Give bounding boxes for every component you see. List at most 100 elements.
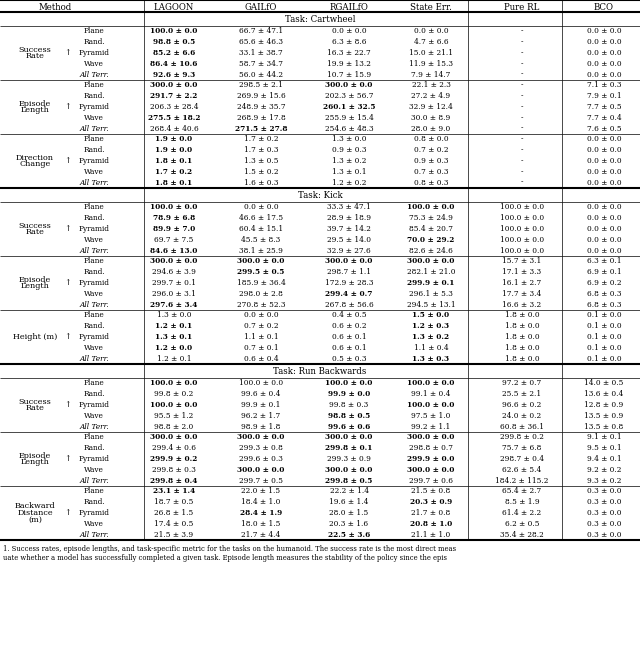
Text: -: - (521, 81, 524, 89)
Text: 0.3 ± 0.0: 0.3 ± 0.0 (587, 509, 621, 517)
Text: Wave: Wave (84, 168, 104, 176)
Text: RGAILfO: RGAILfO (330, 3, 369, 11)
Text: 1.7 ± 0.2: 1.7 ± 0.2 (244, 135, 278, 143)
Text: Wave: Wave (84, 412, 104, 420)
Text: 1.5 ± 0.0: 1.5 ± 0.0 (412, 312, 449, 320)
Text: 299.8 ± 0.4: 299.8 ± 0.4 (150, 476, 198, 484)
Text: 298.0 ± 2.8: 298.0 ± 2.8 (239, 290, 283, 297)
Text: 21.5 ± 3.9: 21.5 ± 3.9 (154, 531, 193, 539)
Text: 65.4 ± 2.7: 65.4 ± 2.7 (502, 487, 541, 495)
Text: 16.3 ± 22.7: 16.3 ± 22.7 (327, 49, 371, 57)
Text: 0.3 ± 0.0: 0.3 ± 0.0 (587, 520, 621, 528)
Text: 1.1 ± 0.1: 1.1 ± 0.1 (244, 333, 278, 341)
Text: 98.8 ± 2.0: 98.8 ± 2.0 (154, 423, 194, 431)
Text: 0.1 ± 0.0: 0.1 ± 0.0 (587, 344, 621, 352)
Text: 1.3 ± 0.1: 1.3 ± 0.1 (156, 333, 193, 341)
Text: 15.0 ± 21.1: 15.0 ± 21.1 (409, 49, 453, 57)
Text: 22.1 ± 2.3: 22.1 ± 2.3 (412, 81, 451, 89)
Text: Direction: Direction (16, 153, 54, 161)
Text: Rand.: Rand. (83, 390, 105, 398)
Text: Pyramid: Pyramid (79, 49, 109, 57)
Text: 9.4 ± 0.1: 9.4 ± 0.1 (587, 455, 621, 463)
Text: 299.8 ± 0.3: 299.8 ± 0.3 (152, 466, 196, 474)
Text: 300.0 ± 0.0: 300.0 ± 0.0 (237, 257, 285, 265)
Text: 33.3 ± 47.1: 33.3 ± 47.1 (327, 204, 371, 212)
Text: 85.2 ± 6.6: 85.2 ± 6.6 (153, 49, 195, 57)
Text: -: - (521, 38, 524, 46)
Text: 0.7 ± 0.2: 0.7 ± 0.2 (413, 146, 448, 154)
Text: 275.5 ± 18.2: 275.5 ± 18.2 (148, 114, 200, 122)
Text: 0.6 ± 0.4: 0.6 ± 0.4 (244, 354, 278, 362)
Text: -: - (521, 146, 524, 154)
Text: 294.6 ± 3.9: 294.6 ± 3.9 (152, 268, 196, 276)
Text: -: - (521, 157, 524, 165)
Text: 0.0 ± 0.0: 0.0 ± 0.0 (587, 38, 621, 46)
Text: 299.9 ± 0.1: 299.9 ± 0.1 (407, 279, 454, 287)
Text: All Terr.: All Terr. (79, 125, 109, 133)
Text: Length: Length (20, 107, 49, 115)
Text: 297.6 ± 3.4: 297.6 ± 3.4 (150, 301, 198, 309)
Text: 100.0 ± 0.0: 100.0 ± 0.0 (500, 214, 544, 222)
Text: 0.0 ± 0.0: 0.0 ± 0.0 (587, 179, 621, 187)
Text: 299.8 ± 0.2: 299.8 ± 0.2 (500, 433, 544, 442)
Text: 267.8 ± 56.6: 267.8 ± 56.6 (324, 301, 373, 309)
Text: 300.0 ± 0.0: 300.0 ± 0.0 (325, 433, 372, 442)
Text: Rand.: Rand. (83, 268, 105, 276)
Text: ↑: ↑ (65, 157, 72, 165)
Text: 1.8 ± 0.1: 1.8 ± 0.1 (156, 157, 193, 165)
Text: 35.4 ± 28.2: 35.4 ± 28.2 (500, 531, 544, 539)
Text: 22.0 ± 1.5: 22.0 ± 1.5 (241, 487, 280, 495)
Text: 0.8 ± 0.3: 0.8 ± 0.3 (413, 179, 448, 187)
Text: Plane: Plane (84, 27, 104, 36)
Text: 0.6 ± 0.1: 0.6 ± 0.1 (332, 333, 366, 341)
Text: 1.7 ± 0.3: 1.7 ± 0.3 (244, 146, 278, 154)
Text: Pyramid: Pyramid (79, 333, 109, 341)
Text: 65.6 ± 46.3: 65.6 ± 46.3 (239, 38, 283, 46)
Text: 100.0 ± 0.0: 100.0 ± 0.0 (407, 379, 454, 387)
Text: 10.7 ± 15.9: 10.7 ± 15.9 (327, 70, 371, 78)
Text: Pyramid: Pyramid (79, 103, 109, 111)
Text: -: - (521, 92, 524, 100)
Text: 28.0 ± 1.5: 28.0 ± 1.5 (330, 509, 369, 517)
Text: 1.9 ± 0.0: 1.9 ± 0.0 (156, 146, 193, 154)
Text: 32.9 ± 12.4: 32.9 ± 12.4 (409, 103, 453, 111)
Text: 1.3 ± 0.1: 1.3 ± 0.1 (332, 168, 366, 176)
Text: 270.8 ± 52.3: 270.8 ± 52.3 (237, 301, 285, 309)
Text: Rand.: Rand. (83, 92, 105, 100)
Text: 99.2 ± 1.1: 99.2 ± 1.1 (412, 423, 451, 431)
Text: 299.7 ± 0.5: 299.7 ± 0.5 (239, 476, 283, 484)
Text: 299.7 ± 0.1: 299.7 ± 0.1 (152, 279, 196, 287)
Text: 294.5 ± 13.1: 294.5 ± 13.1 (406, 301, 455, 309)
Text: -: - (521, 70, 524, 78)
Text: 0.7 ± 0.1: 0.7 ± 0.1 (244, 344, 278, 352)
Text: 9.1 ± 0.1: 9.1 ± 0.1 (587, 433, 621, 442)
Text: 185.9 ± 36.4: 185.9 ± 36.4 (237, 279, 285, 287)
Text: 0.7 ± 0.3: 0.7 ± 0.3 (413, 168, 448, 176)
Text: Method: Method (38, 3, 72, 11)
Text: -: - (521, 179, 524, 187)
Text: 300.0 ± 0.0: 300.0 ± 0.0 (407, 257, 454, 265)
Text: Rate: Rate (26, 404, 44, 412)
Text: 300.0 ± 0.0: 300.0 ± 0.0 (325, 466, 372, 474)
Text: 97.2 ± 0.7: 97.2 ± 0.7 (502, 379, 541, 387)
Text: 1.3 ± 0.2: 1.3 ± 0.2 (332, 157, 366, 165)
Text: 24.0 ± 0.2: 24.0 ± 0.2 (502, 412, 541, 420)
Text: 298.7 ± 0.4: 298.7 ± 0.4 (500, 455, 544, 463)
Text: 0.0 ± 0.0: 0.0 ± 0.0 (587, 60, 621, 68)
Text: uate whether a model has successfully completed a given task. Episode length mea: uate whether a model has successfully co… (3, 553, 447, 561)
Text: 23.1 ± 1.4: 23.1 ± 1.4 (153, 487, 195, 495)
Text: 7.9 ± 14.7: 7.9 ± 14.7 (412, 70, 451, 78)
Text: 0.0 ± 0.0: 0.0 ± 0.0 (587, 214, 621, 222)
Text: Wave: Wave (84, 60, 104, 68)
Text: 26.8 ± 1.5: 26.8 ± 1.5 (154, 509, 194, 517)
Text: 0.0 ± 0.0: 0.0 ± 0.0 (587, 225, 621, 233)
Text: 100.0 ± 0.0: 100.0 ± 0.0 (150, 204, 198, 212)
Text: 95.5 ± 1.2: 95.5 ± 1.2 (154, 412, 194, 420)
Text: 99.9 ± 0.0: 99.9 ± 0.0 (328, 390, 370, 398)
Text: 1.8 ± 0.0: 1.8 ± 0.0 (505, 344, 540, 352)
Text: Wave: Wave (84, 236, 104, 244)
Text: 16.6 ± 3.2: 16.6 ± 3.2 (502, 301, 541, 309)
Text: 32.9 ± 27.6: 32.9 ± 27.6 (327, 247, 371, 255)
Text: 100.0 ± 0.0: 100.0 ± 0.0 (239, 379, 283, 387)
Text: Wave: Wave (84, 344, 104, 352)
